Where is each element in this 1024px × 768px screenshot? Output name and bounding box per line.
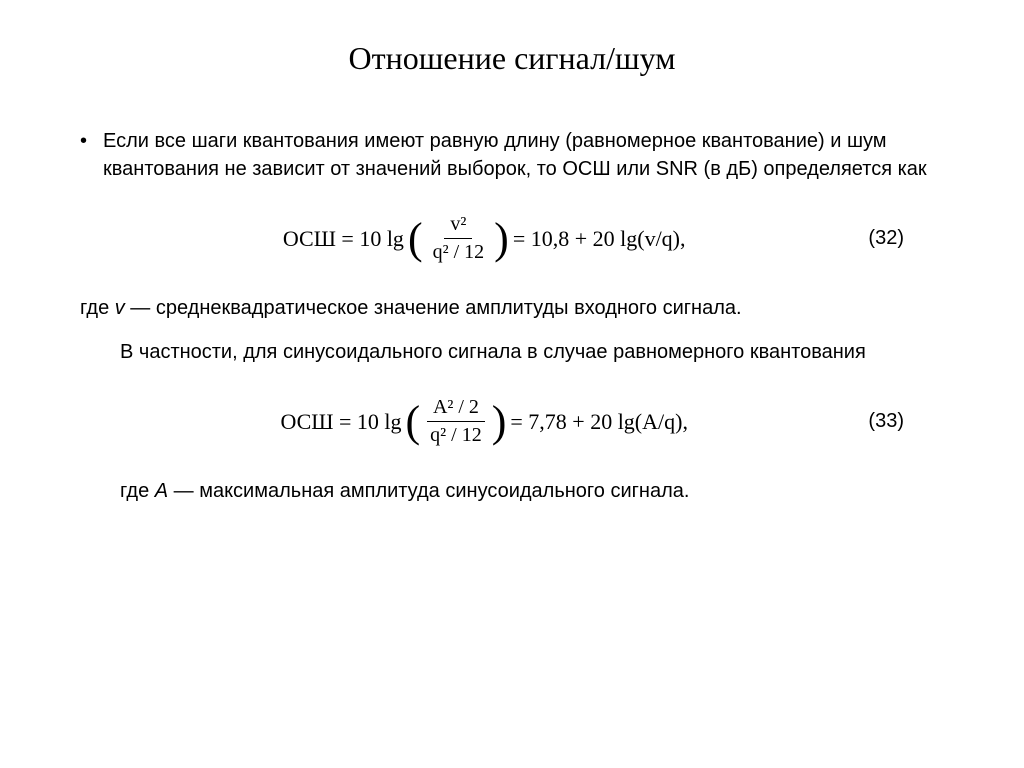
paragraph-1: где v — среднеквадратическое значение ам… — [80, 294, 944, 322]
eq2-prefix: ОСШ = 10 lg — [280, 409, 401, 435]
right-paren-icon: ) — [492, 400, 507, 444]
equation-33: ОСШ = 10 lg ( A² / 2 q² / 12 ) = 7,78 + … — [80, 396, 944, 447]
eq1-fraction: v² q² / 12 — [427, 213, 491, 264]
eq2-denominator: q² / 12 — [424, 422, 488, 447]
bullet-marker: • — [80, 127, 87, 183]
left-paren-icon: ( — [408, 217, 423, 261]
eq1-numerator: v² — [444, 213, 472, 239]
paragraph-3: где A — максимальная амплитуда синусоида… — [80, 477, 944, 505]
bullet-item: • Если все шаги квантования имеют равную… — [80, 127, 944, 183]
eq1-denominator: q² / 12 — [427, 239, 491, 264]
eq2-suffix: = 7,78 + 20 lg(A/q), — [510, 409, 688, 435]
para1-variable: v — [115, 297, 125, 319]
eq1-prefix: ОСШ = 10 lg — [283, 226, 404, 252]
para3-prefix: где — [120, 480, 155, 502]
left-paren-icon: ( — [406, 400, 421, 444]
paragraph-2: В частности, для синусоидального сигнала… — [80, 338, 944, 366]
para3-suffix: — максимальная амплитуда синусоидального… — [168, 480, 689, 502]
bullet-text: Если все шаги квантования имеют равную д… — [103, 127, 944, 183]
para1-prefix: где — [80, 297, 115, 319]
right-paren-icon: ) — [494, 217, 509, 261]
eq2-fraction: A² / 2 q² / 12 — [424, 396, 488, 447]
equation-32-body: ОСШ = 10 lg ( v² q² / 12 ) = 10,8 + 20 l… — [120, 213, 848, 264]
equation-32: ОСШ = 10 lg ( v² q² / 12 ) = 10,8 + 20 l… — [80, 213, 944, 264]
eq1-number: (32) — [868, 227, 904, 250]
eq1-suffix: = 10,8 + 20 lg(v/q), — [513, 226, 686, 252]
eq2-number: (33) — [868, 410, 904, 433]
page-title: Отношение сигнал/шум — [80, 40, 944, 77]
equation-33-body: ОСШ = 10 lg ( A² / 2 q² / 12 ) = 7,78 + … — [120, 396, 848, 447]
eq2-numerator: A² / 2 — [427, 396, 485, 422]
para1-suffix: — среднеквадратическое значение амплитуд… — [125, 297, 742, 319]
para3-variable: A — [155, 480, 168, 502]
